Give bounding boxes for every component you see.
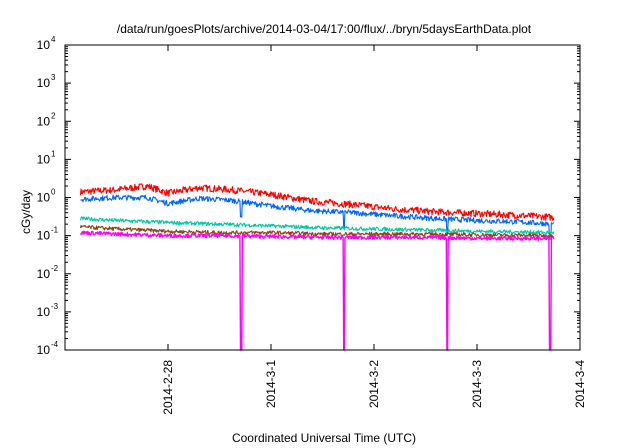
y-tick-exponent: 0	[51, 188, 56, 197]
series-line	[79, 216, 555, 235]
y-axis-label: cGy/day	[19, 190, 33, 234]
series-line	[79, 230, 555, 351]
x-tick-label: 2014-3-1	[264, 360, 278, 408]
y-tick-exponent: 2	[51, 111, 56, 120]
x-tick-label: 2014-3-2	[367, 360, 381, 408]
y-tick-exponent: 1	[51, 149, 56, 158]
y-tick-exponent: 3	[51, 73, 56, 82]
y-tick-exponent: -1	[51, 226, 59, 235]
y-tick-label: 10	[37, 152, 51, 166]
y-tick-exponent: -3	[51, 302, 59, 311]
plot-frame	[64, 44, 581, 351]
y-tick-exponent: -4	[51, 340, 59, 349]
y-tick-exponent: -2	[51, 264, 59, 273]
series-line	[79, 183, 555, 221]
y-tick-label: 10	[37, 229, 51, 243]
y-tick-label: 10	[37, 76, 51, 90]
y-tick-label: 10	[37, 267, 51, 281]
x-tick-label: 2014-3-4	[573, 360, 587, 408]
series-line	[79, 224, 555, 239]
plot-area	[79, 183, 555, 351]
y-tick-label: 10	[37, 305, 51, 319]
y-tick-exponent: 4	[51, 35, 56, 44]
y-tick-label: 10	[37, 343, 51, 357]
x-axis: 2014-2-28 2014-3-1 2014-3-2 2014-3-3 2014-3-…	[161, 45, 587, 415]
series-line	[80, 194, 555, 240]
y-tick-label: 10	[37, 191, 51, 205]
y-tick-label: 10	[37, 114, 51, 128]
x-tick-label: 2014-3-3	[470, 360, 484, 408]
y-tick-label: 10	[37, 38, 51, 52]
x-tick-label: 2014-2-28	[161, 360, 175, 415]
chart-title: /data/run/goesPlots/archive/2014-03-04/1…	[117, 22, 532, 36]
x-axis-label: Coordinated Universal Time (UTC)	[232, 431, 416, 445]
